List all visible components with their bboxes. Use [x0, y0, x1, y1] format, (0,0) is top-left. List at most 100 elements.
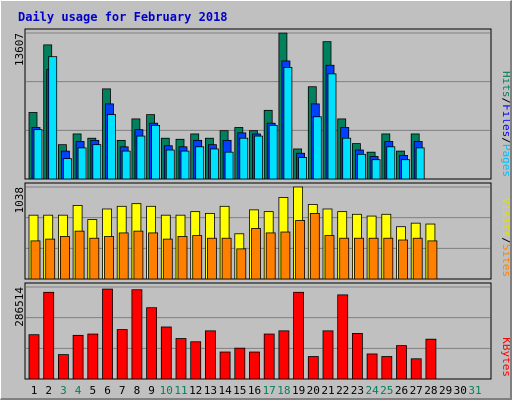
sites-bar — [74, 230, 85, 280]
sites-bar — [30, 240, 41, 280]
kbytes-bar — [234, 347, 246, 380]
day-label: 6 — [104, 384, 111, 397]
day-label: 8 — [134, 384, 141, 397]
pages-bar — [312, 116, 322, 180]
pages-bar — [195, 146, 205, 180]
sites-bar — [324, 235, 335, 280]
day-label: 31 — [468, 384, 481, 397]
legend-item-visits: Visits — [500, 198, 511, 238]
pages-bar — [33, 129, 43, 180]
day-label: 1 — [31, 384, 38, 397]
pages-bar — [356, 153, 366, 180]
sites-bar — [265, 232, 276, 280]
legend-item-pages: Pages — [500, 144, 511, 177]
kbytes-bar — [396, 345, 407, 380]
kbytes-bar — [293, 291, 305, 380]
y-max-label: 1038 — [13, 187, 26, 214]
day-label: 30 — [454, 384, 467, 397]
pages-bar — [401, 159, 410, 180]
y-max-label: 286514 — [13, 287, 26, 327]
day-label: 22 — [336, 384, 349, 397]
sites-bar — [368, 237, 379, 280]
kbytes-bar — [58, 354, 69, 380]
kbytes-bar — [131, 289, 143, 380]
sites-bar — [104, 236, 114, 280]
kbytes-bar — [116, 329, 128, 380]
day-label: 4 — [75, 384, 82, 397]
day-label: 12 — [189, 384, 202, 397]
day-label: 23 — [351, 384, 364, 397]
pages-bar — [224, 151, 234, 180]
sites-bar — [383, 237, 394, 280]
sites-bar — [177, 236, 188, 280]
day-label: 19 — [292, 384, 305, 397]
kbytes-bar — [219, 351, 231, 380]
kbytes-bar — [366, 353, 378, 380]
pages-bar — [327, 73, 337, 180]
kbytes-bar — [307, 356, 319, 380]
kbytes-bar — [425, 338, 437, 380]
kbytes-bar — [28, 334, 40, 380]
legend-separator: / — [500, 98, 511, 105]
day-label: 14 — [218, 384, 232, 397]
pages-bar — [298, 157, 308, 180]
pages-bar — [209, 148, 219, 180]
day-label: 29 — [439, 384, 452, 397]
pages-bar — [107, 114, 116, 180]
day-label: 7 — [119, 384, 126, 397]
pages-bar — [136, 135, 146, 180]
pages-bar — [77, 147, 87, 180]
kbytes-bar — [146, 307, 158, 380]
day-label: 13 — [204, 384, 217, 397]
pages-bar — [63, 158, 72, 180]
kbytes-bar — [43, 291, 55, 380]
day-label: 2 — [45, 384, 52, 397]
day-label: 28 — [424, 384, 437, 397]
legend-visits-sites: Visits/Sites — [500, 198, 511, 278]
kbytes-bar — [278, 330, 290, 380]
day-label: 3 — [60, 384, 67, 397]
sites-bar — [206, 237, 217, 280]
kbytes-bar — [337, 294, 349, 380]
sites-bar — [133, 230, 144, 280]
sites-bar — [251, 228, 261, 280]
pages-bar — [268, 124, 278, 180]
kbytes-bar — [175, 338, 187, 380]
sites-bar — [148, 232, 159, 280]
kbytes-bar — [72, 334, 84, 380]
pages-bar — [415, 147, 425, 180]
sites-bar — [295, 220, 306, 280]
kbytes-bar — [190, 341, 202, 380]
day-label: 25 — [380, 384, 393, 397]
pages-bar — [371, 159, 381, 180]
pages-bar — [254, 135, 263, 180]
sites-bar — [89, 237, 100, 280]
kbytes-bar — [204, 330, 216, 380]
day-label: 10 — [160, 384, 173, 397]
legend-item-files: Files — [500, 104, 511, 137]
sites-bar — [221, 237, 232, 280]
day-label: 20 — [307, 384, 320, 397]
pages-bar — [180, 150, 190, 180]
y-max-label: 13607 — [13, 33, 26, 66]
kbytes-bar — [263, 333, 275, 380]
kbytes-bar — [381, 356, 393, 380]
kbytes-bar — [160, 326, 172, 380]
sites-bar — [45, 238, 56, 280]
sites-bar — [309, 213, 320, 280]
sites-bar — [412, 237, 423, 280]
legend-separator: / — [500, 137, 511, 144]
sites-bar — [353, 237, 364, 280]
sites-bar — [118, 232, 129, 280]
sites-bar — [280, 231, 291, 280]
pages-bar — [151, 124, 161, 180]
sites-bar — [339, 237, 350, 280]
sites-bar — [236, 248, 247, 280]
pages-bar — [342, 137, 352, 180]
legend-item-hits: Hits — [500, 71, 511, 98]
pages-bar — [121, 150, 131, 180]
pages-bar — [386, 146, 396, 180]
kbytes-bar — [322, 330, 334, 380]
legend-separator: / — [500, 237, 511, 244]
